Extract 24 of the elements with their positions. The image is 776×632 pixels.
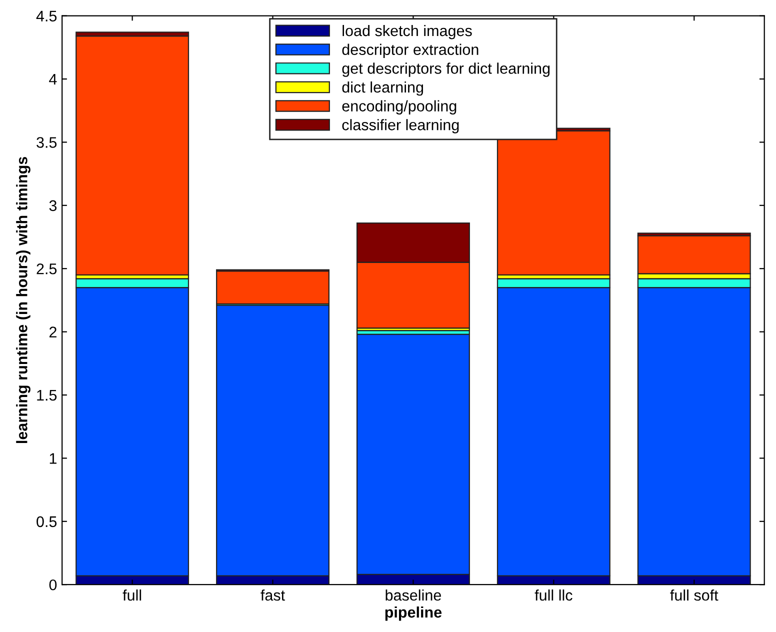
x-tick-label: full [122, 589, 142, 601]
x-tick-label: baseline [386, 589, 441, 601]
x-tick-label: full soft [670, 589, 718, 601]
y-tick-label: 3 [49, 200, 57, 212]
bar [76, 35, 190, 276]
y-tick-label: 3.5 [36, 137, 57, 148]
y-tick-label: 4 [49, 74, 57, 85]
x-tick-label: fast [260, 589, 285, 601]
legend-label: encoding/pooling [342, 100, 456, 115]
legend-label: get descriptors for dict learning [342, 62, 550, 77]
legend-label: descriptor extraction [342, 44, 478, 58]
y-axis-title: learning runtime (in hours) with timings [16, 156, 30, 443]
legend-label: dict learning [342, 81, 424, 96]
y-tick-label: 4.5 [36, 10, 57, 22]
x-tick-label: full llc [534, 589, 572, 601]
y-tick-label: 0.5 [36, 516, 57, 528]
y-tick-label: 2.5 [36, 263, 57, 274]
y-tick-label: 0 [49, 579, 57, 590]
y-tick-label: 1.5 [37, 390, 57, 401]
legend-label: load sketch images [342, 24, 472, 40]
legend-label: classifier learning [342, 119, 459, 134]
y-tick-label: 1 [50, 453, 56, 464]
x-axis-title: pipeline [385, 606, 442, 621]
y-tick-label: 2 [49, 326, 56, 338]
